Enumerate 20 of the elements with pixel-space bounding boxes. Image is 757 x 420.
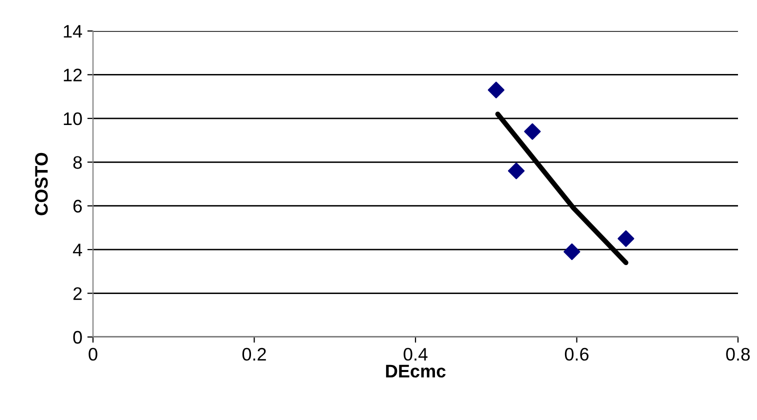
x-tick-label: 0.8 (726, 348, 750, 361)
x-tick-label: 0.6 (564, 348, 589, 361)
point (488, 82, 504, 98)
y-axis-title: COSTO (35, 152, 48, 216)
y-tick-label: 12 (64, 68, 82, 82)
x-tick-label: 0 (88, 348, 98, 361)
point (564, 243, 580, 260)
x-tick-label: 0.4 (404, 348, 428, 361)
point (508, 162, 525, 180)
point (618, 230, 634, 247)
x-tick-label: 0.2 (242, 348, 266, 361)
y-tick-label: 6 (73, 200, 82, 213)
x-axis-title: DEcmc (386, 364, 446, 378)
y-tick-label: 8 (73, 156, 82, 169)
y-tick-label: 0 (73, 330, 82, 344)
y-tick-label: 4 (72, 244, 82, 256)
y-tick-label: 2 (73, 287, 82, 300)
point (524, 123, 541, 140)
y-tick-label: 14 (64, 25, 82, 38)
y-tick-label: 10 (64, 112, 82, 126)
